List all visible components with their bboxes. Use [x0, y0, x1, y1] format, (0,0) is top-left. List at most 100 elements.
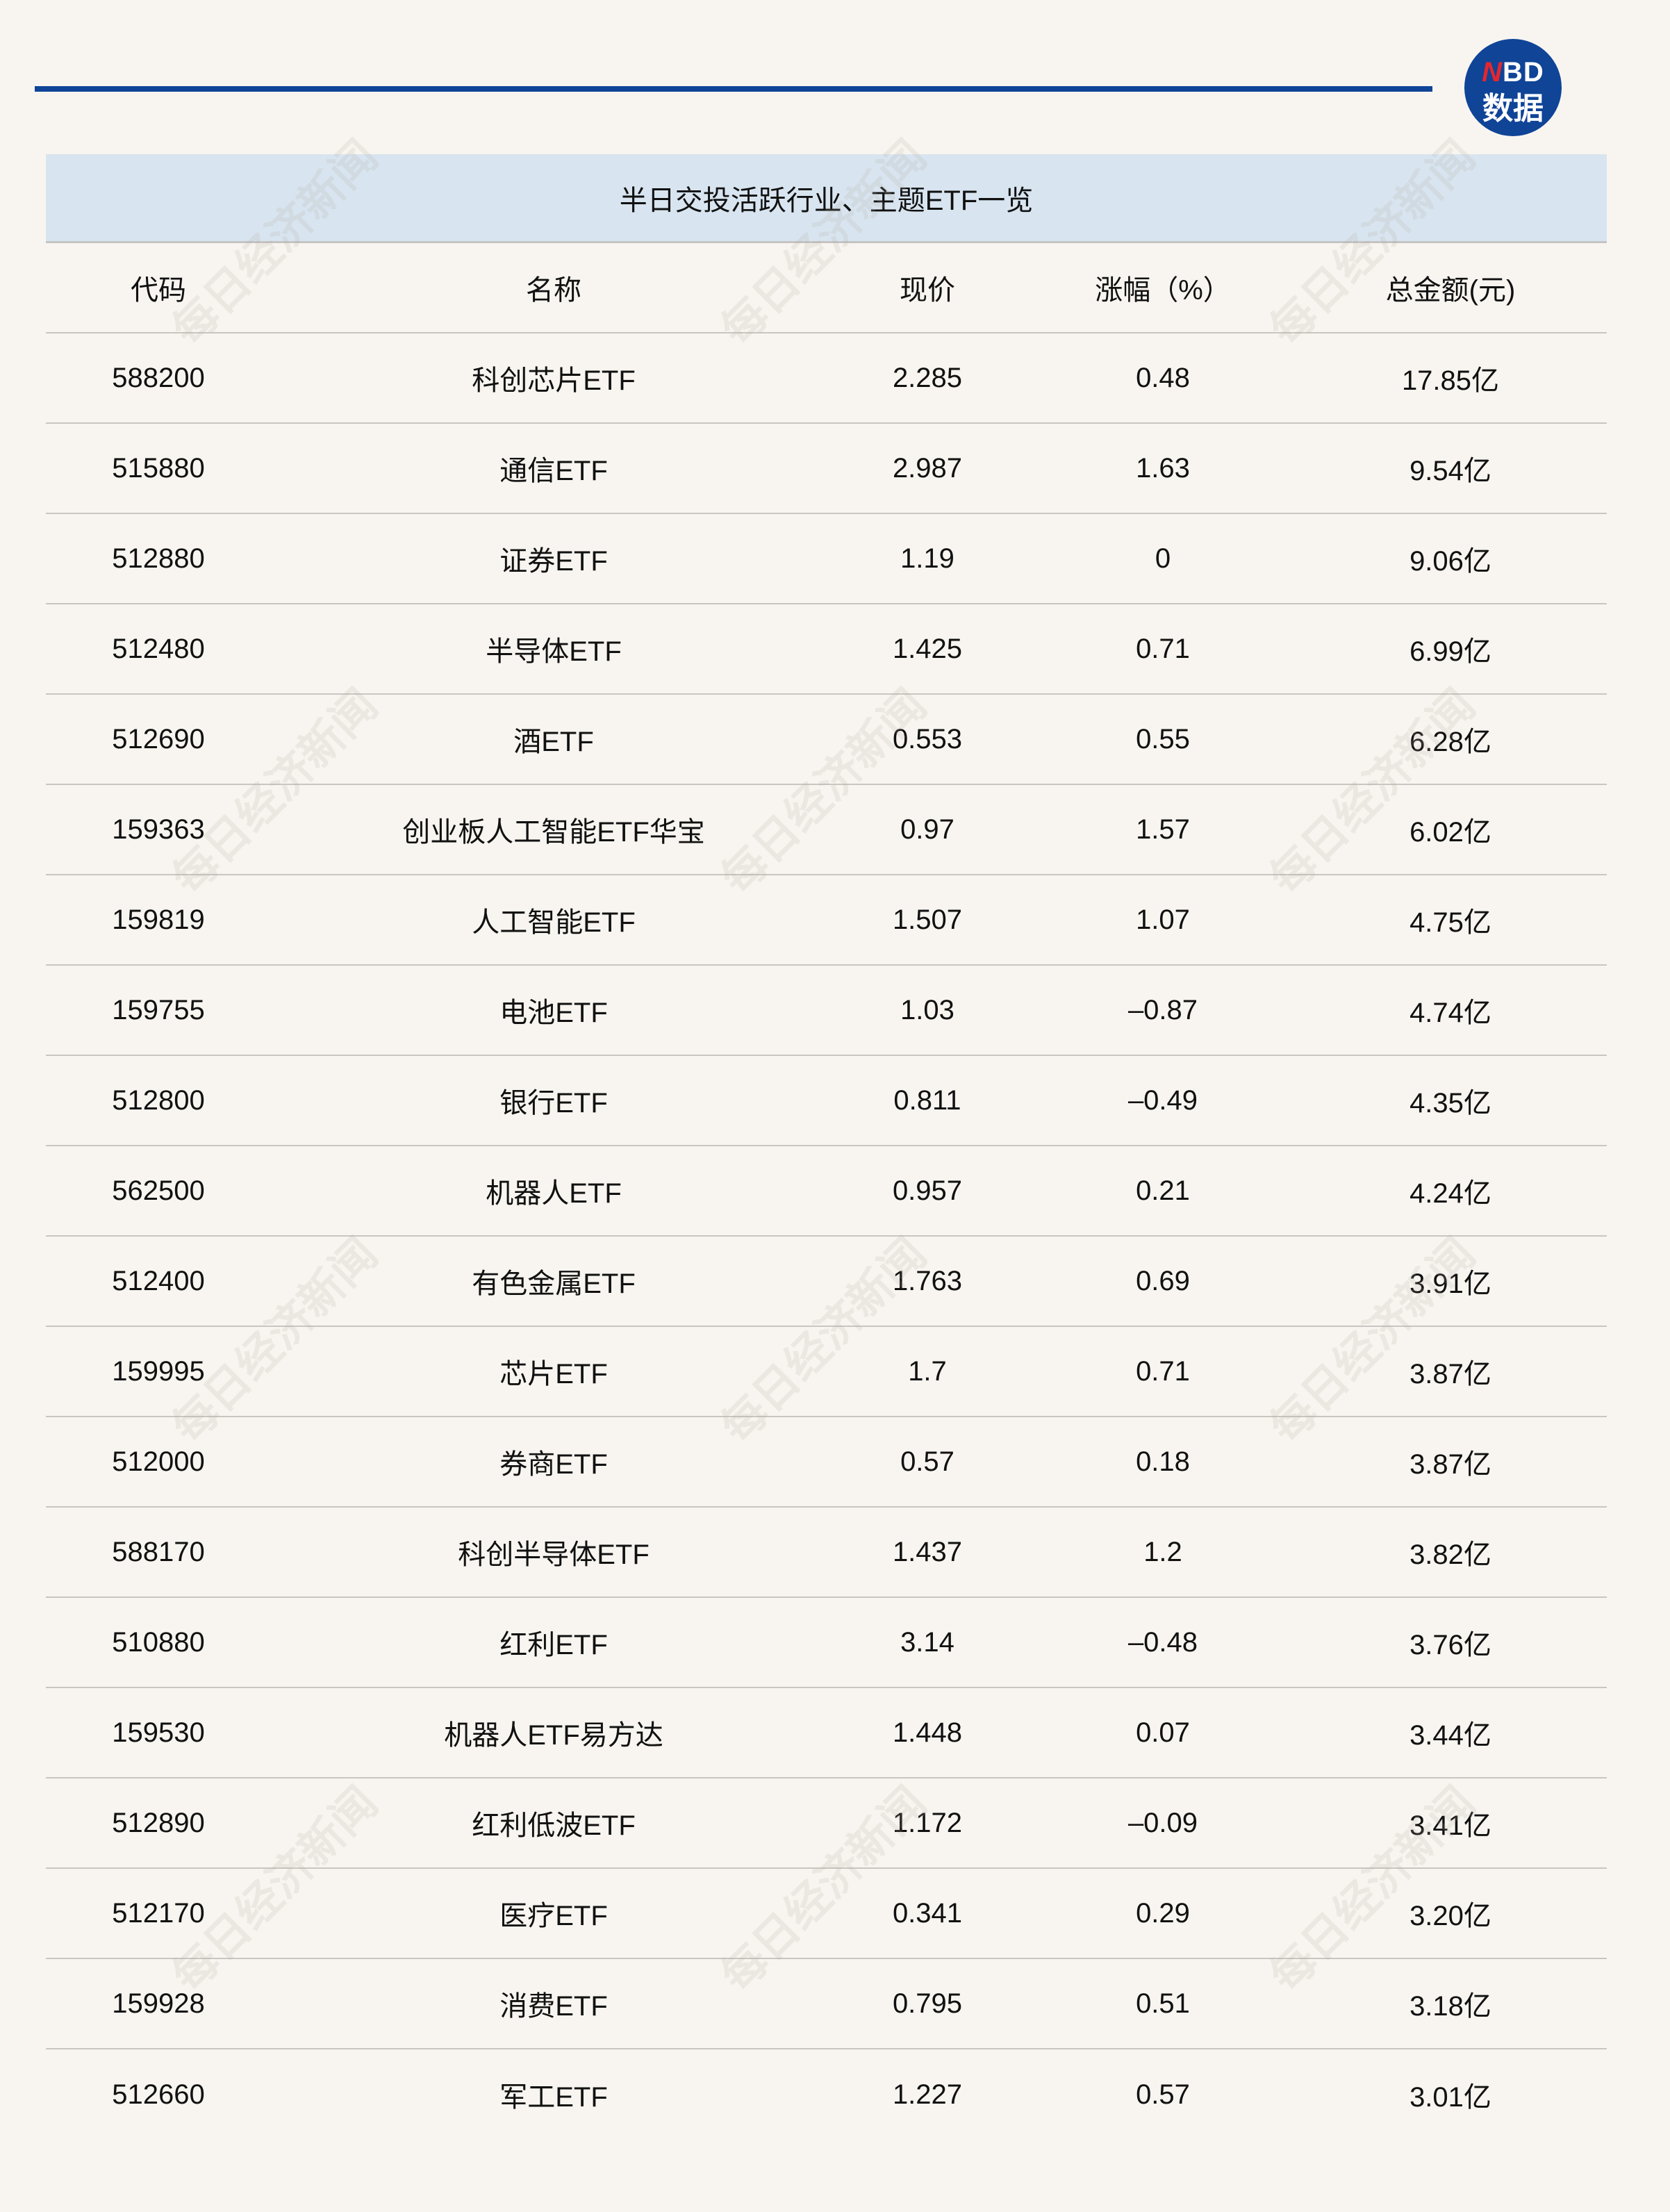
name-cell: 红利ETF	[499, 1630, 608, 1660]
total-amount-cell: 3.41亿	[1409, 1810, 1491, 1841]
name-cell: 证券ETF	[499, 546, 608, 577]
change-pct-cell: 1.63	[1136, 452, 1190, 484]
name-cell: 科创半导体ETF	[458, 1540, 650, 1570]
code-cell: 588200	[112, 362, 205, 393]
table-row: 512400 有色金属ETF 1.763 0.69 3.91亿	[46, 1237, 1607, 1327]
price-cell: 1.227	[892, 2079, 963, 2110]
price-cell: 0.553	[892, 723, 963, 754]
table-row: 159755 电池ETF 1.03 –0.87 4.74亿	[46, 966, 1607, 1056]
name-cell: 机器人ETF易方达	[444, 1720, 663, 1751]
column-header-0: 代码	[131, 275, 186, 306]
name-cell: 科创芯片ETF	[472, 365, 636, 396]
code-cell: 512480	[112, 633, 205, 664]
name-cell: 银行ETF	[499, 1088, 608, 1119]
code-cell: 159363	[112, 814, 205, 845]
change-pct-cell: 0.18	[1136, 1446, 1190, 1477]
code-cell: 512170	[112, 1897, 205, 1929]
name-cell: 人工智能ETF	[472, 907, 636, 938]
code-cell: 512400	[112, 1265, 205, 1296]
code-cell: 515880	[112, 452, 205, 484]
change-pct-cell: 0.21	[1136, 1175, 1190, 1206]
table-row: 512480 半导体ETF 1.425 0.71 6.99亿	[46, 604, 1607, 695]
column-header-4: 总金额(元)	[1385, 275, 1516, 306]
code-cell: 512660	[112, 2079, 205, 2110]
code-cell: 159755	[112, 994, 205, 1025]
name-cell: 有色金属ETF	[472, 1269, 636, 1299]
total-amount-cell: 3.82亿	[1409, 1540, 1491, 1570]
code-cell: 159995	[112, 1355, 205, 1387]
table-row: 515880 通信ETF 2.987 1.63 9.54亿	[46, 424, 1607, 514]
total-amount-cell: 6.28亿	[1409, 727, 1491, 757]
total-amount-cell: 17.85亿	[1401, 365, 1500, 396]
name-cell: 通信ETF	[499, 456, 608, 486]
change-pct-cell: –0.48	[1127, 1626, 1198, 1658]
name-cell: 券商ETF	[499, 1449, 608, 1480]
name-cell: 军工ETF	[499, 2082, 608, 2113]
table-row: 159530 机器人ETF易方达 1.448 0.07 3.44亿	[46, 1688, 1607, 1778]
total-amount-cell: 3.20亿	[1409, 1901, 1491, 1931]
change-pct-cell: 1.07	[1136, 904, 1190, 935]
price-cell: 2.987	[892, 452, 963, 484]
table-row: 588200 科创芯片ETF 2.285 0.48 17.85亿	[46, 333, 1607, 424]
column-header-1: 名称	[526, 275, 581, 306]
total-amount-cell: 9.06亿	[1409, 546, 1491, 577]
change-pct-cell: –0.09	[1127, 1807, 1198, 1838]
name-cell: 芯片ETF	[499, 1359, 608, 1389]
total-amount-cell: 4.74亿	[1409, 998, 1491, 1028]
change-pct-cell: 0.55	[1136, 723, 1190, 754]
table-row: 512000 券商ETF 0.57 0.18 3.87亿	[46, 1417, 1607, 1508]
logo-bd: BD	[1503, 57, 1544, 88]
total-amount-cell: 3.87亿	[1409, 1449, 1491, 1480]
change-pct-cell: 0.51	[1136, 1988, 1190, 2019]
price-cell: 0.957	[892, 1175, 963, 1206]
name-cell: 红利低波ETF	[472, 1810, 636, 1841]
table-row: 159363 创业板人工智能ETF华宝 0.97 1.57 6.02亿	[46, 785, 1607, 875]
total-amount-cell: 4.35亿	[1409, 1088, 1491, 1119]
column-header-2: 现价	[900, 275, 955, 306]
nbd-data-logo: NBD 数据	[1464, 39, 1562, 136]
code-cell: 159530	[112, 1717, 205, 1748]
code-cell: 512800	[112, 1084, 205, 1116]
price-cell: 1.763	[892, 1265, 963, 1296]
column-header-3: 涨幅（%）	[1095, 275, 1231, 306]
total-amount-cell: 4.75亿	[1409, 907, 1491, 938]
total-amount-cell: 3.18亿	[1409, 1991, 1491, 2022]
change-pct-cell: 0.48	[1136, 362, 1190, 393]
total-amount-cell: 3.87亿	[1409, 1359, 1491, 1389]
price-cell: 1.425	[892, 633, 963, 664]
name-cell: 机器人ETF	[486, 1178, 622, 1209]
price-cell: 0.57	[900, 1446, 954, 1477]
change-pct-cell: 0.57	[1136, 2079, 1190, 2110]
etf-table: 半日交投活跃行业、主题ETF一览 代码 名称 现价 涨幅（%） 总金额(元) 58820…	[46, 154, 1607, 2140]
price-cell: 0.341	[892, 1897, 963, 1929]
change-pct-cell: 0.71	[1136, 633, 1190, 664]
table-row: 512880 证券ETF 1.19 0 9.06亿	[46, 514, 1607, 604]
change-pct-cell: 0.71	[1136, 1355, 1190, 1387]
change-pct-cell: –0.87	[1127, 994, 1198, 1025]
name-cell: 半导体ETF	[486, 636, 622, 667]
total-amount-cell: 6.99亿	[1409, 636, 1491, 667]
total-amount-cell: 3.91亿	[1409, 1269, 1491, 1299]
price-cell: 0.97	[900, 814, 954, 845]
table-row: 159928 消费ETF 0.795 0.51 3.18亿	[46, 1959, 1607, 2049]
price-cell: 1.7	[908, 1355, 947, 1387]
table-row: 512800 银行ETF 0.811 –0.49 4.35亿	[46, 1056, 1607, 1146]
total-amount-cell: 6.02亿	[1409, 817, 1491, 848]
table-row: 512690 酒ETF 0.553 0.55 6.28亿	[46, 695, 1607, 785]
code-cell: 512690	[112, 723, 205, 754]
change-pct-cell: 0	[1155, 543, 1171, 574]
logo-n: N	[1482, 57, 1503, 88]
name-cell: 消费ETF	[499, 1991, 608, 2022]
table-row: 588170 科创半导体ETF 1.437 1.2 3.82亿	[46, 1508, 1607, 1598]
name-cell: 医疗ETF	[499, 1901, 608, 1931]
code-cell: 562500	[112, 1175, 205, 1206]
name-cell: 酒ETF	[513, 727, 594, 757]
table-row: 512660 军工ETF 1.227 0.57 3.01亿	[46, 2049, 1607, 2140]
code-cell: 510880	[112, 1626, 205, 1658]
price-cell: 1.448	[892, 1717, 963, 1748]
price-cell: 1.172	[892, 1807, 963, 1838]
code-cell: 588170	[112, 1536, 205, 1567]
change-pct-cell: 1.57	[1136, 814, 1190, 845]
name-cell: 创业板人工智能ETF华宝	[402, 817, 705, 848]
code-cell: 159928	[112, 1988, 205, 2019]
